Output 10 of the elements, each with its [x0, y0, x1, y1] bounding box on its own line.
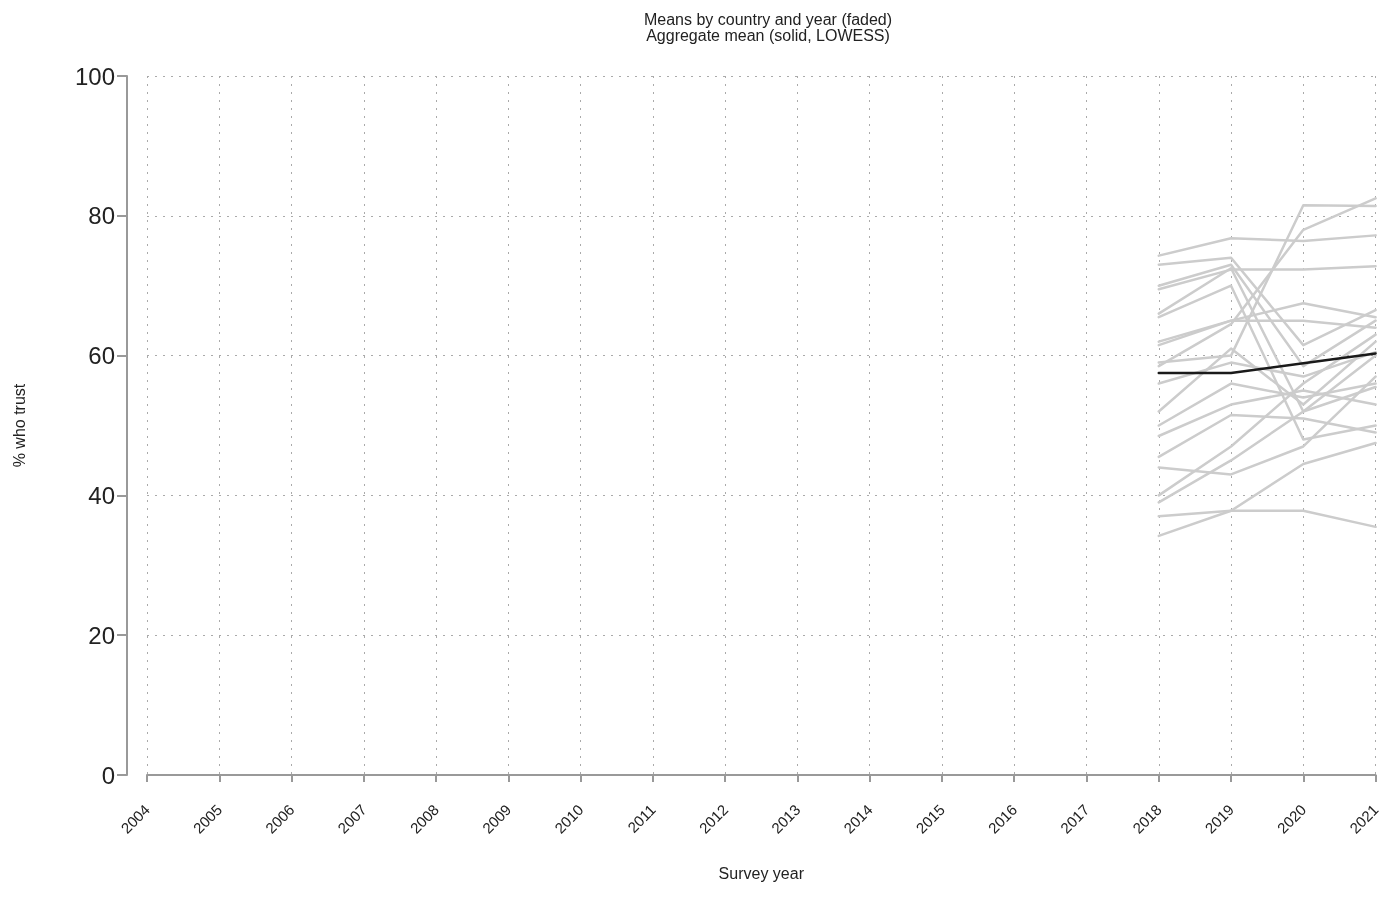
- y-tick-label: 80: [88, 202, 115, 230]
- chart-title: Means by country and year (faded): [643, 10, 893, 28]
- line-series: [1157, 441, 1377, 538]
- y-tick-label: 100: [74, 62, 115, 90]
- y-axis-title: % who trust: [10, 383, 28, 468]
- y-tick-label: 0: [101, 761, 115, 789]
- x-axis-title: Survey year: [718, 864, 805, 882]
- y-tick-label: 40: [88, 481, 115, 509]
- y-tick-label: 60: [88, 342, 115, 370]
- y-tick-label: 20: [88, 621, 115, 649]
